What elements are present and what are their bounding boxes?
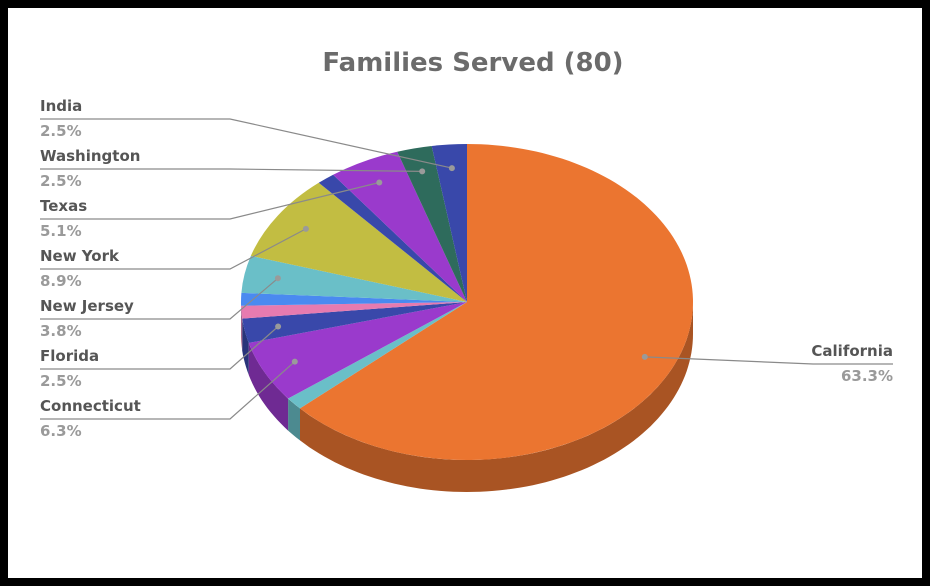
pie-slice-new-york xyxy=(250,182,467,302)
leader-line-india xyxy=(40,118,453,169)
leader-dot-new-york xyxy=(302,225,309,232)
pie-slice-florida xyxy=(242,302,467,343)
value-label-new-york: 8.9% xyxy=(40,272,82,290)
pie-side-slice-4 xyxy=(241,305,243,351)
value-label-connecticut: 6.3% xyxy=(40,422,82,440)
label-new-jersey: New Jersey xyxy=(40,297,134,315)
pie-sides xyxy=(241,302,693,492)
leader-line-florida xyxy=(40,326,279,370)
pie-slice-new-jersey xyxy=(241,255,467,302)
leader-dot-connecticut xyxy=(291,358,298,365)
pie-slice-india xyxy=(431,144,467,302)
label-new-york: New York xyxy=(40,247,120,265)
leader-dot-new-jersey xyxy=(274,275,281,282)
label-india: India xyxy=(40,97,82,115)
leader-line-california xyxy=(644,356,893,365)
label-washington: Washington xyxy=(40,147,140,165)
leader-line-new-jersey xyxy=(40,277,279,320)
label-texas: Texas xyxy=(40,197,87,215)
chart-title: Families Served (80) xyxy=(322,48,624,78)
pie-slice-slice-1 xyxy=(288,302,467,409)
leader-dot-india xyxy=(448,165,455,172)
pie-slice-slice-5 xyxy=(240,292,467,306)
value-label-new-jersey: 3.8% xyxy=(40,322,82,340)
pie-slice-slice-8 xyxy=(318,174,467,302)
pie-slice-connecticut xyxy=(248,302,467,399)
leader-line-new-york xyxy=(40,228,307,270)
leader-line-connecticut xyxy=(40,361,296,420)
leader-dot-california xyxy=(641,353,648,360)
value-label-florida: 2.5% xyxy=(40,372,82,390)
leader-dot-texas xyxy=(376,179,383,186)
leader-line-washington xyxy=(40,168,423,172)
value-label-india: 2.5% xyxy=(40,122,82,140)
value-label-california: 63.3% xyxy=(841,367,893,385)
leader-dot-florida xyxy=(275,323,282,330)
label-connecticut: Connecticut xyxy=(40,397,141,415)
pie-side-florida xyxy=(242,318,249,375)
leader-dot-washington xyxy=(419,168,426,175)
label-california: California xyxy=(811,342,893,360)
pie-slice-california xyxy=(299,144,694,460)
pie-slice-texas xyxy=(333,151,467,302)
value-label-texas: 5.1% xyxy=(40,222,82,240)
pie-slices xyxy=(240,144,694,460)
pie-side-slice-1 xyxy=(288,398,300,441)
label-florida: Florida xyxy=(40,347,99,365)
leader-line-texas xyxy=(40,181,380,220)
pie-side-connecticut xyxy=(248,342,289,431)
pie-side-california xyxy=(300,302,693,492)
pie-slice-slice-4 xyxy=(241,302,467,319)
callout-labels: California 63.3% Connecticut 6.3% Florida 2.5… xyxy=(40,97,893,440)
pie-slice-washington xyxy=(397,145,467,302)
value-label-washington: 2.5% xyxy=(40,172,82,190)
